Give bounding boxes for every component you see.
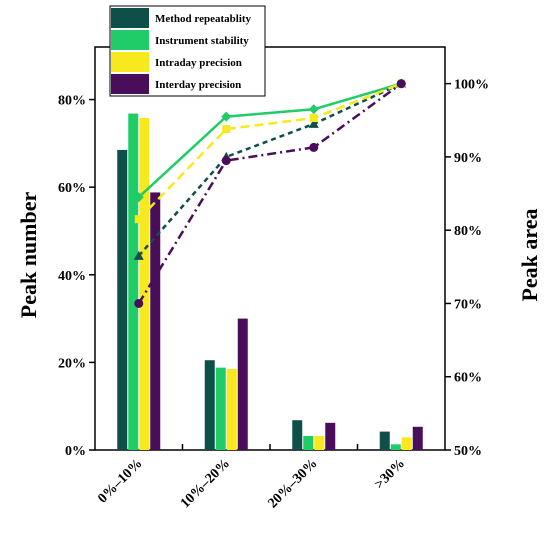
left-tick-label: 40%: [58, 269, 86, 284]
legend-swatch: [111, 8, 149, 28]
bar: [303, 435, 314, 450]
line-series: [133, 78, 407, 308]
right-tick-label: 70%: [454, 297, 482, 312]
bar: [237, 318, 248, 450]
right-axis-title: Peak area: [517, 208, 542, 301]
x-axis: 0%–10% 10%–20% 20%–30% >30%: [95, 444, 408, 511]
square-marker: [134, 215, 143, 224]
right-y-axis: 50% 60% 70% 80% 90% 100%: [445, 78, 489, 459]
bar: [390, 444, 401, 450]
legend-swatch: [111, 30, 149, 50]
left-tick-label: 0%: [65, 444, 86, 459]
bar: [226, 368, 237, 450]
bar: [128, 113, 139, 450]
x-tick-label: 0%–10%: [95, 456, 145, 506]
right-tick-label: 100%: [454, 78, 489, 93]
bar: [292, 420, 303, 450]
series-line: [137, 82, 402, 257]
bar: [412, 426, 423, 450]
left-tick-label: 60%: [58, 181, 86, 196]
diamond-marker: [308, 104, 319, 115]
diamond-marker: [221, 111, 232, 122]
bar-series: [117, 113, 423, 451]
bar: [314, 435, 325, 450]
circle-marker: [221, 156, 231, 166]
left-tick-label: 20%: [58, 356, 86, 371]
right-tick-label: 60%: [454, 371, 482, 386]
left-tick-label: 80%: [58, 94, 86, 109]
right-tick-label: 90%: [454, 151, 482, 166]
square-marker: [309, 114, 318, 123]
legend-swatch: [111, 52, 149, 72]
x-tick-label: 20%–30%: [265, 456, 320, 511]
x-tick-label: >30%: [372, 456, 408, 492]
legend-label: Interday precision: [155, 79, 241, 91]
series-line: [137, 82, 402, 305]
bar: [150, 192, 161, 451]
bar: [117, 149, 128, 450]
triangle-marker: [308, 118, 319, 128]
circle-marker: [134, 298, 144, 308]
right-tick-label: 50%: [454, 444, 482, 459]
left-axis-title: Peak number: [16, 192, 41, 319]
x-tick-label: 10%–20%: [178, 456, 233, 511]
bar: [379, 431, 390, 450]
right-tick-label: 80%: [454, 224, 482, 239]
bar: [204, 360, 215, 450]
bar: [325, 422, 336, 450]
bar: [139, 117, 150, 450]
circle-marker: [309, 142, 319, 152]
series-line: [137, 82, 402, 221]
left-y-axis: 0% 20% 40% 60% 80%: [58, 94, 95, 459]
legend-label: Intraday precision: [155, 57, 242, 69]
diamond-marker: [133, 192, 144, 203]
legend-swatch: [111, 74, 149, 94]
series-line: [137, 82, 402, 199]
legend-label: Instrument stability: [155, 35, 249, 47]
circle-marker: [396, 79, 406, 89]
legend-label: Method repeatablity: [155, 13, 252, 25]
square-marker: [222, 125, 231, 134]
bar: [401, 437, 412, 450]
triangle-marker: [133, 250, 144, 260]
legend: Method repeatablity Instrument stability I…: [109, 5, 266, 97]
bar: [215, 367, 226, 450]
